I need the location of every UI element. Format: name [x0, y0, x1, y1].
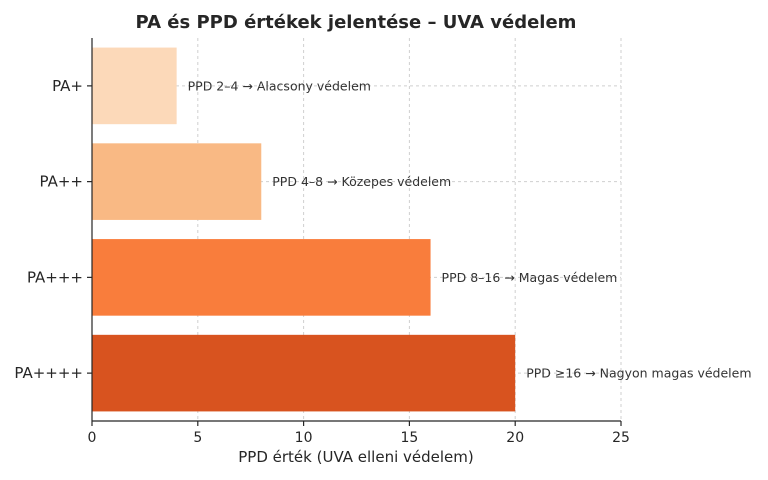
- x-tick-label: 25: [612, 430, 630, 446]
- data-label-2: PPD 4–8 → Közepes védelem: [272, 174, 451, 189]
- category-label-4: PA++++: [14, 364, 83, 382]
- chart-title: PA és PPD értékek jelentése – UVA védele…: [136, 12, 577, 33]
- bar-1: [92, 47, 177, 125]
- bars: PPD 2–4 → Alacsony védelem PPD 4–8 → Köze…: [92, 47, 752, 412]
- bar-3: [92, 239, 431, 316]
- x-tick-label: 0: [88, 430, 97, 446]
- axes: PA+ PA++ PA+++ PA++++ 0 5 10 15 20 25: [14, 38, 630, 446]
- bar-2: [92, 143, 262, 220]
- x-tick-label: 5: [193, 430, 202, 446]
- data-label-4: PPD ≥16 → Nagyon magas védelem: [526, 366, 751, 381]
- x-tick-label: 20: [506, 430, 524, 446]
- data-label-1: PPD 2–4 → Alacsony védelem: [188, 78, 371, 93]
- category-label-1: PA+: [52, 77, 83, 95]
- category-label-3: PA+++: [27, 268, 83, 286]
- x-axis-label: PPD érték (UVA elleni védelem): [238, 448, 473, 466]
- x-tick-label: 10: [295, 430, 313, 446]
- data-label-3: PPD 8–16 → Magas védelem: [442, 270, 618, 285]
- x-tick-label: 15: [400, 430, 418, 446]
- category-label-2: PA++: [40, 173, 83, 191]
- bar-4: [92, 334, 516, 412]
